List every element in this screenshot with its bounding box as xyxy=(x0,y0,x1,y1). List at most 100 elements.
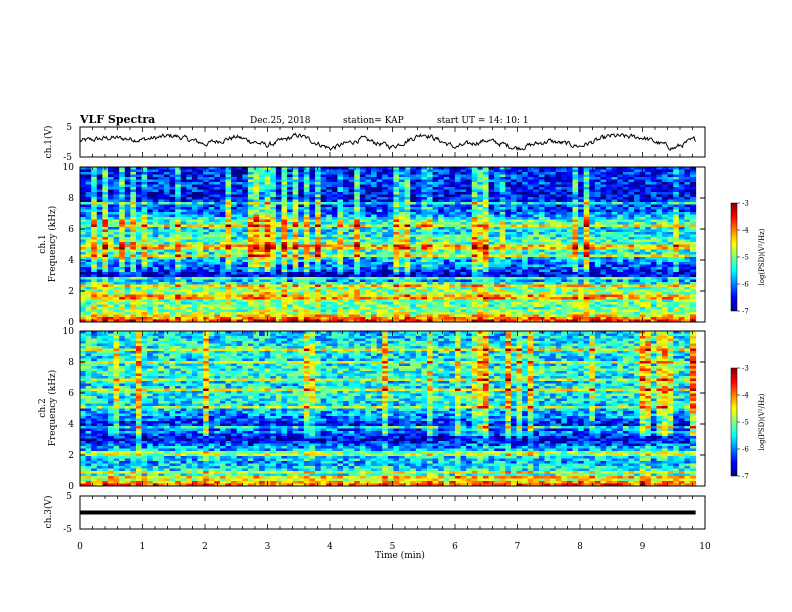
spectrogram-cell xyxy=(85,212,92,215)
spectrogram-cell xyxy=(107,174,115,178)
spectrogram-cell xyxy=(80,199,87,203)
spectrogram-cell xyxy=(259,194,266,198)
spectrogram-cell xyxy=(662,224,669,228)
spectrogram-cell xyxy=(281,199,288,203)
spectrogram-cell xyxy=(673,257,680,260)
spectrogram-cell xyxy=(488,222,495,225)
spectrogram-cell xyxy=(191,219,199,223)
spectrogram-cell xyxy=(690,254,697,258)
spectrogram-cell xyxy=(303,229,310,233)
spectrogram-cell xyxy=(583,222,590,225)
spectrogram-cell xyxy=(298,172,305,175)
spectrogram-cell xyxy=(365,222,372,225)
spectrogram-cell xyxy=(516,262,523,265)
spectrogram-cell xyxy=(348,202,355,205)
spectrogram-cell xyxy=(578,222,585,225)
spectrogram-cell xyxy=(359,257,366,260)
spectrogram-cell xyxy=(275,237,282,240)
station-label: station= KAP xyxy=(343,116,404,126)
spectrogram-cell xyxy=(454,234,462,238)
spectrogram-cell xyxy=(594,184,601,188)
spectrogram-cell xyxy=(471,227,478,230)
spectrogram-cell xyxy=(382,229,389,233)
spectrogram-cell xyxy=(152,217,159,220)
spectrogram-cell xyxy=(561,272,568,275)
spectrogram-cell xyxy=(225,187,232,190)
spectrogram-cell xyxy=(488,267,495,270)
spectrogram-cell xyxy=(611,177,618,180)
spectrogram-cell xyxy=(119,239,126,243)
spectrogram-cell xyxy=(331,272,338,275)
spectrogram-cell xyxy=(561,257,568,260)
spectrogram-cell xyxy=(399,172,406,175)
spectrogram-cell xyxy=(578,242,585,245)
spectrogram-cell xyxy=(130,239,137,243)
spectrogram-cell xyxy=(678,194,685,198)
spectrogram-cell xyxy=(404,259,411,263)
spectrogram-cell xyxy=(628,179,635,183)
spectrogram-cell xyxy=(287,232,294,235)
spectrogram-cell xyxy=(231,172,238,175)
spectrogram-cell xyxy=(169,222,176,225)
spectrogram-cell xyxy=(158,222,165,225)
spectrogram-cell xyxy=(264,274,271,278)
spectrogram-cell xyxy=(247,184,254,188)
spectrogram-cell xyxy=(365,269,372,273)
spectrogram-cell xyxy=(270,249,277,253)
spectrogram-cell xyxy=(628,177,635,180)
spectrogram-cell xyxy=(231,247,238,250)
spectrogram-cell xyxy=(264,242,271,245)
spectrogram-cell xyxy=(611,262,618,265)
spectrogram-cell xyxy=(175,179,182,183)
spectrogram-cell xyxy=(387,267,394,270)
spectrogram-cell xyxy=(337,214,344,218)
spectrogram-cell xyxy=(634,197,641,200)
spectrogram-cell xyxy=(298,182,305,185)
spectrogram-cell xyxy=(365,264,372,268)
spectrogram-cell xyxy=(320,237,327,240)
spectrogram-cell xyxy=(315,227,322,230)
spectrogram-cell xyxy=(443,174,450,178)
spectrogram-cell xyxy=(158,262,165,265)
spectrogram-cell xyxy=(242,257,249,260)
spectrogram-cell xyxy=(650,244,657,248)
spectrogram-cell xyxy=(225,207,232,210)
spectrogram-cell xyxy=(219,244,227,248)
spectrogram-cell xyxy=(253,194,260,198)
spectrogram-cell xyxy=(275,209,282,213)
spectrogram-cell xyxy=(662,232,669,235)
spectrogram-cell xyxy=(225,249,232,253)
spectrogram-cell xyxy=(667,199,674,203)
spectrogram-cell xyxy=(488,219,495,223)
spectrogram-cell xyxy=(415,202,422,205)
spectrogram-cell xyxy=(275,239,282,243)
spectrogram-cell xyxy=(303,212,310,215)
spectrogram-cell xyxy=(449,269,456,273)
spectrogram-cell xyxy=(399,262,406,265)
spectrogram-cell xyxy=(578,167,585,170)
spectrogram-cell xyxy=(253,189,260,193)
spectrogram-cell xyxy=(175,227,182,230)
spectrogram-cell xyxy=(281,239,288,243)
spectrogram-cell xyxy=(298,249,305,253)
spectrogram-cell xyxy=(387,199,394,203)
spectrogram-cell xyxy=(80,174,87,178)
spectrogram-cell xyxy=(678,174,685,178)
spectrogram-cell xyxy=(158,232,165,235)
spectrogram-cell xyxy=(147,192,154,195)
spectrogram-cell xyxy=(270,192,277,195)
spectrogram-cell xyxy=(426,269,434,273)
spectrogram-cell xyxy=(471,174,478,178)
spectrogram-cell xyxy=(85,219,92,223)
spectrogram-cell xyxy=(399,187,406,190)
spectrogram-cell xyxy=(578,232,585,235)
spectrogram-cell xyxy=(684,269,691,273)
spectrogram-cell xyxy=(348,187,355,190)
spectrogram-cell xyxy=(639,244,646,248)
spectrogram-cell xyxy=(426,179,434,183)
spectrogram-cell xyxy=(482,182,490,185)
spectrogram-cell xyxy=(606,262,613,265)
spectrogram-cell xyxy=(471,267,478,270)
spectrogram-cell xyxy=(583,172,590,175)
spectrogram-cell xyxy=(566,274,573,278)
